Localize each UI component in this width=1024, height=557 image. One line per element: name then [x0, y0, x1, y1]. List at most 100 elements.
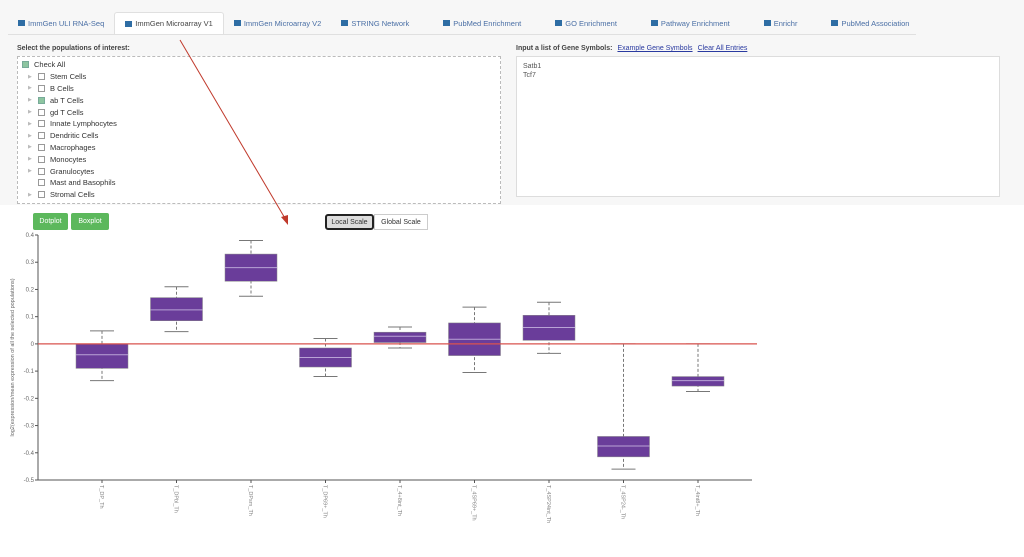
x-tick-label: T_4int8+_Th	[694, 485, 700, 516]
tab-label: PubMed Enrichment	[453, 18, 522, 28]
tab-label: STRING Network	[351, 18, 410, 28]
box	[373, 331, 427, 343]
expand-arrow-icon[interactable]: ▶	[28, 109, 32, 116]
box	[671, 376, 725, 387]
expand-arrow-icon[interactable]: ▶	[28, 85, 32, 92]
x-tick-label: T_4+8int_Th	[396, 485, 402, 516]
population-checkbox[interactable]	[38, 167, 45, 175]
tab-immgen-microarray-v2[interactable]: ImmGen Microarray V2	[224, 12, 332, 34]
y-tick-label: 0.2	[26, 287, 35, 293]
expand-arrow-icon[interactable]: ▶	[28, 144, 32, 151]
box	[224, 253, 278, 282]
population-item[interactable]: ▶ Dendritic Cells	[22, 130, 496, 142]
y-tick-label: 0	[31, 342, 35, 348]
population-item[interactable]: ▶ Macrophages	[22, 142, 496, 154]
tab-string-network[interactable]: STRING Network	[331, 12, 419, 34]
tab-label: Pathway Enrichment	[660, 18, 730, 28]
tab-enrichr[interactable]: Enrichr	[754, 12, 808, 34]
population-label: B Cells	[50, 83, 74, 93]
check-all-label: Check All	[34, 60, 66, 70]
tab-pathway-enrichment[interactable]: Pathway Enrichment	[641, 12, 740, 34]
book-icon	[831, 20, 839, 26]
annotation-arrowhead-icon	[281, 215, 288, 225]
population-label: Monocytes	[50, 154, 87, 164]
population-item[interactable]: ▶ Stromal Cells	[22, 189, 496, 201]
expand-arrow-icon[interactable]: ▶	[28, 191, 32, 198]
population-checkbox[interactable]	[38, 191, 45, 199]
population-checkbox[interactable]	[38, 155, 45, 163]
genes-title: Input a list of Gene Symbols: Example Gen…	[516, 45, 747, 52]
population-checkbox[interactable]	[38, 73, 45, 81]
y-tick-label: -0.2	[24, 396, 35, 402]
x-tick-label: T_DPbl_Th	[173, 485, 179, 513]
population-checkbox[interactable]	[38, 108, 45, 116]
box	[522, 315, 576, 341]
tab-label: PubMed Association	[841, 18, 910, 28]
population-item[interactable]: ▶ ab T Cells	[22, 94, 496, 106]
calculator-icon	[763, 20, 771, 26]
expand-arrow-icon[interactable]: ▶	[28, 73, 32, 80]
population-label: Dendritic Cells	[50, 131, 99, 141]
population-item[interactable]: ▶ B Cells	[22, 83, 496, 95]
check-all[interactable]: Check All	[22, 59, 496, 71]
population-item[interactable]: ▶ gd T Cells	[22, 106, 496, 118]
example-gene-symbols-link[interactable]: Example Gene Symbols	[617, 45, 693, 52]
population-label: Stem Cells	[50, 72, 87, 82]
x-tick-label: T_4SP69+_Th	[471, 485, 477, 521]
y-tick-label: 0.1	[26, 315, 35, 321]
expand-arrow-icon[interactable]: ▶	[28, 97, 32, 104]
y-tick-label: -0.3	[24, 424, 35, 430]
box	[75, 343, 129, 369]
y-tick-label: 0.3	[26, 260, 35, 266]
expand-arrow-icon[interactable]: ▶	[28, 156, 32, 163]
dotplot-button[interactable]: Dotplot	[33, 213, 68, 230]
grid-icon	[233, 20, 241, 26]
population-label: gd T Cells	[50, 107, 84, 117]
global-scale-button[interactable]: Global Scale	[374, 214, 428, 230]
population-checkbox[interactable]	[38, 120, 45, 128]
book-icon	[443, 20, 451, 26]
clear-all-entries-link[interactable]: Clear All Entries	[697, 45, 748, 52]
x-tick-label: T_4SP24int_Th	[545, 485, 551, 523]
local-scale-button[interactable]: Local Scale	[325, 214, 374, 230]
tab-pubmed-enrichment[interactable]: PubMed Enrichment	[433, 12, 531, 34]
population-checkbox[interactable]	[38, 96, 45, 104]
tab-label: Enrichr	[773, 18, 798, 28]
population-item[interactable]: ▶ Monocytes	[22, 153, 496, 165]
populations-title: Select the populations of interest:	[17, 45, 130, 52]
population-item[interactable]: ▶ Granulocytes	[22, 165, 496, 177]
y-tick-label: 0.4	[26, 233, 35, 239]
population-item[interactable]: ▶ Stem Cells	[22, 71, 496, 83]
population-checkbox[interactable]	[38, 84, 45, 92]
network-icon	[341, 20, 349, 26]
population-label: Stromal Cells	[50, 190, 95, 200]
gene-symbols-input[interactable]	[516, 56, 1000, 197]
population-checkbox[interactable]	[38, 179, 45, 187]
population-label: Innate Lymphocytes	[50, 119, 117, 129]
tab-immgen-uli-rna-seq[interactable]: ImmGen ULI RNA-Seq	[8, 12, 114, 34]
box	[299, 347, 352, 368]
population-item[interactable]: Mast and Basophils	[22, 177, 496, 189]
expand-arrow-icon[interactable]: ▶	[28, 132, 32, 139]
population-label: ab T Cells	[50, 95, 84, 105]
population-label: Macrophages	[50, 142, 96, 152]
tab-go-enrichment[interactable]: GO Enrichment	[545, 12, 627, 34]
tab-immgen-microarray-v1[interactable]: ImmGen Microarray V1	[114, 12, 224, 34]
database-icon	[18, 20, 25, 26]
box	[150, 297, 203, 322]
tab-label: ImmGen Microarray V1	[135, 19, 213, 28]
population-checkbox[interactable]	[38, 132, 45, 140]
y-axis-label: log2(expression/mean expression of all t…	[10, 278, 16, 436]
check-all-checkbox[interactable]	[22, 61, 29, 69]
y-tick-label: -0.5	[24, 478, 35, 484]
boxplot-button[interactable]: Boxplot	[71, 213, 109, 230]
expand-arrow-icon[interactable]: ▶	[28, 168, 32, 175]
expand-arrow-icon[interactable]: ▶	[28, 120, 32, 127]
book-icon	[555, 20, 563, 26]
grid-icon	[125, 20, 133, 27]
population-item[interactable]: ▶ Innate Lymphocytes	[22, 118, 496, 130]
genes-title-text: Input a list of Gene Symbols:	[516, 45, 613, 52]
book-icon	[650, 20, 658, 26]
tab-pubmed-association[interactable]: PubMed Association	[821, 12, 919, 34]
population-checkbox[interactable]	[38, 143, 45, 151]
